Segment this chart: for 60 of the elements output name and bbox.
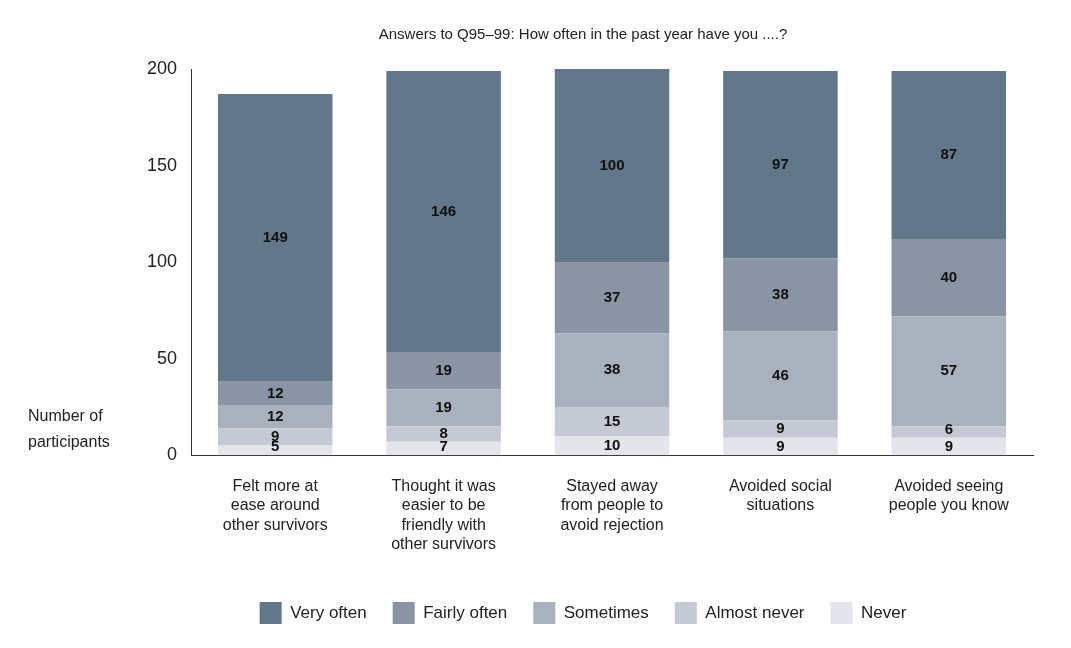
bar xyxy=(891,238,1007,317)
legend-label: Never xyxy=(861,602,907,622)
data-label: 19 xyxy=(435,361,452,379)
bar xyxy=(723,258,838,332)
data-label: 38 xyxy=(603,360,621,378)
bar xyxy=(554,435,670,456)
bar xyxy=(554,262,670,334)
bar xyxy=(891,426,1007,438)
data-label: 19 xyxy=(435,398,452,416)
bar xyxy=(723,420,838,438)
data-label: 146 xyxy=(431,202,457,220)
x-tick-label: Avoided social situations xyxy=(728,477,832,514)
data-label: 87 xyxy=(940,145,958,163)
data-label: 9 xyxy=(944,436,953,454)
legend-label: Fairly often xyxy=(423,602,508,622)
data-label: 40 xyxy=(940,267,958,285)
x-tick-label: Avoided seeing people you know xyxy=(888,477,1010,514)
x-tick-label: Thought it was easier to be friendly with other survivors xyxy=(391,477,497,552)
data-label: 46 xyxy=(772,366,789,384)
y-axis-title: Number of participants xyxy=(28,406,110,450)
bar xyxy=(554,333,670,407)
bar xyxy=(891,70,1007,239)
y-tick-label: 50 xyxy=(157,347,178,368)
data-label: 38 xyxy=(772,285,789,303)
x-tick-label: Felt more at ease around other survivors xyxy=(222,477,328,533)
data-label: 9 xyxy=(776,419,785,437)
y-tick-label: 0 xyxy=(167,444,178,465)
bar xyxy=(723,437,838,456)
legend-label: Very often xyxy=(290,602,367,622)
bar xyxy=(723,331,838,421)
y-tick-label: 150 xyxy=(146,154,178,175)
bar xyxy=(386,426,501,442)
bar xyxy=(217,94,333,382)
bar xyxy=(554,406,670,436)
bar xyxy=(386,389,501,427)
legend-label: Almost never xyxy=(705,602,805,622)
data-label: 12 xyxy=(266,406,284,424)
data-label: 15 xyxy=(603,411,621,429)
data-label: 100 xyxy=(599,155,625,173)
bar xyxy=(891,437,1007,456)
y-tick-label: 100 xyxy=(146,251,178,272)
x-tick-label: Stayed away from people to avoid rejection xyxy=(560,477,664,533)
chart-title: Answers to Q95–99: How often in the past year have you ....? xyxy=(378,25,788,43)
data-label: 57 xyxy=(940,361,958,379)
bar xyxy=(217,404,333,429)
y-tick-label: 200 xyxy=(146,57,178,78)
bar xyxy=(386,70,501,353)
bar xyxy=(386,352,501,390)
data-label: 97 xyxy=(772,154,789,172)
data-label: 6 xyxy=(944,419,953,437)
data-label: 9 xyxy=(776,436,785,454)
data-label: 37 xyxy=(603,287,621,305)
bar xyxy=(723,70,838,259)
legend-label: Sometimes xyxy=(563,602,649,622)
bar xyxy=(554,69,670,263)
bar xyxy=(217,381,333,405)
data-label: 149 xyxy=(262,228,288,246)
data-label: 10 xyxy=(603,435,621,453)
data-label: 12 xyxy=(266,383,284,401)
bar xyxy=(386,441,501,456)
